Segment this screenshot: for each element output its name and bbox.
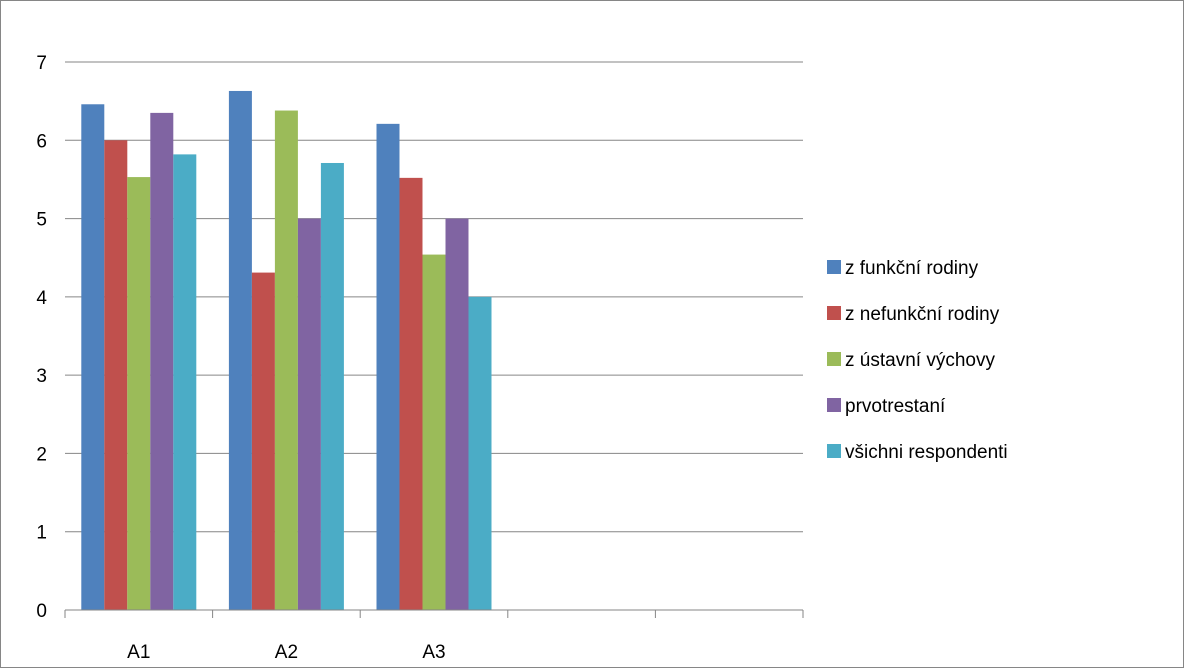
legend-swatch — [827, 306, 841, 320]
bar — [376, 123, 400, 611]
y-tick-label: 1 — [36, 523, 47, 544]
legend-label: z funkční rodiny — [845, 258, 979, 279]
bar — [445, 218, 469, 611]
bar — [104, 140, 128, 611]
y-tick-label: 3 — [36, 366, 47, 387]
bar — [81, 104, 105, 610]
y-axis-tick-labels: 0 1 2 3 4 5 6 7 — [36, 53, 47, 622]
legend-swatch — [827, 352, 841, 366]
x-axis-tick-labels: A1 A2 A3 — [127, 642, 445, 663]
x-tick-label: A3 — [422, 642, 445, 663]
x-tick-label: A1 — [127, 642, 150, 663]
y-tick-label: 5 — [36, 210, 47, 231]
legend-label: z nefunkční rodiny — [845, 304, 1000, 325]
bar — [297, 218, 321, 611]
bar — [468, 296, 492, 610]
legend-label: z ústavní výchovy — [845, 350, 995, 371]
bar — [150, 112, 174, 610]
y-tick-label: 0 — [36, 601, 47, 622]
bar — [173, 154, 197, 610]
legend-swatch — [827, 444, 841, 458]
bar — [228, 90, 252, 611]
y-tick-label: 7 — [36, 53, 47, 74]
legend-label: prvotrestaní — [845, 396, 946, 417]
y-tick-label: 4 — [36, 288, 47, 309]
bar — [399, 177, 423, 610]
bar — [251, 272, 275, 610]
y-tick-label: 2 — [36, 444, 47, 465]
legend-swatch — [827, 398, 841, 412]
legend: z funkční rodiny z nefunkční rodiny z ústa… — [827, 258, 1008, 463]
bars — [81, 90, 492, 611]
bar — [127, 177, 151, 610]
y-tick-label: 6 — [36, 131, 47, 152]
bar — [320, 162, 344, 610]
bar — [422, 254, 446, 610]
bar — [274, 110, 298, 610]
legend-label: všichni respondenti — [845, 442, 1008, 463]
x-tick-label: A2 — [275, 642, 298, 663]
legend-swatch — [827, 260, 841, 274]
x-axis — [64, 609, 804, 618]
